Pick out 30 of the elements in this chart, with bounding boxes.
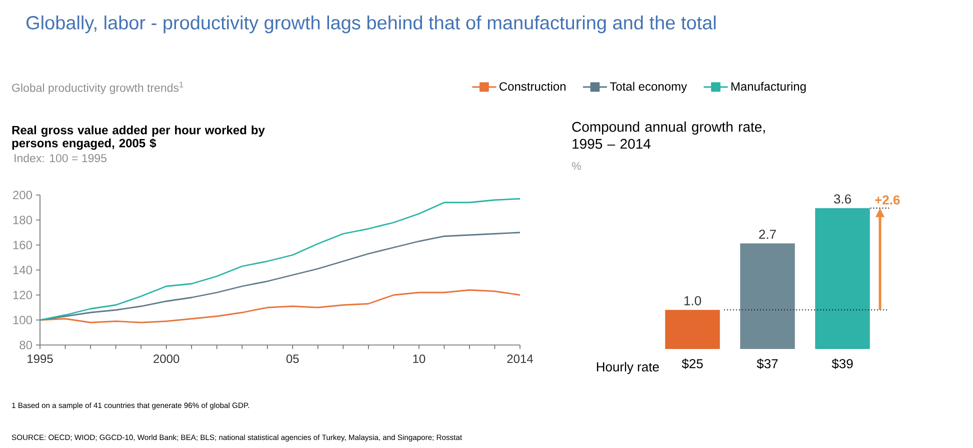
line-series	[39, 198, 521, 321]
chart-subtitle: Global productivity growth trends$^{1}$	[12, 82, 184, 94]
y-tick-label: 120	[13, 290, 32, 300]
x-tick-label: 10	[413, 354, 426, 364]
data-label: 1.0	[684, 296, 702, 306]
data-label: 3.6	[834, 194, 851, 204]
annotation: +2.6	[875, 195, 900, 205]
x-tick-label: $25	[682, 358, 703, 370]
x-tick-label: 05	[286, 354, 299, 364]
y-axis-title: %	[572, 162, 581, 170]
y-tick-label: 160	[13, 240, 32, 250]
x-tick-label: $37	[756, 358, 778, 370]
x-tick-label: 1995	[28, 354, 53, 364]
x-axis-title: Hourly rate	[596, 362, 659, 374]
y-tick-label: 140	[13, 266, 32, 274]
chart-title: Compound annual growth rate, 1995 – 2014	[572, 122, 765, 149]
chart-title: Globally, labor - productivity growth lags behind that of manufacturing and the total	[26, 16, 716, 34]
x-tick-label: $39	[832, 358, 853, 370]
y-tick-label: 180	[13, 216, 32, 224]
y-axis-title: Real gross value added per hour worked by persons engaged, 2005 $	[12, 126, 265, 150]
x-tick-label: 2000	[154, 354, 180, 364]
y-tick-label: 200	[13, 190, 32, 200]
y-tick-label: 80	[20, 340, 32, 350]
legend-label: Total economy	[610, 82, 688, 94]
data-label: 2.7	[759, 230, 776, 239]
x-tick-label: 2014	[507, 354, 533, 364]
legend-label: Construction	[500, 82, 566, 91]
text: Index: 100 = 1995	[14, 154, 107, 162]
y-tick-label: 100	[13, 316, 32, 324]
legend-label: Manufacturing	[731, 82, 806, 94]
